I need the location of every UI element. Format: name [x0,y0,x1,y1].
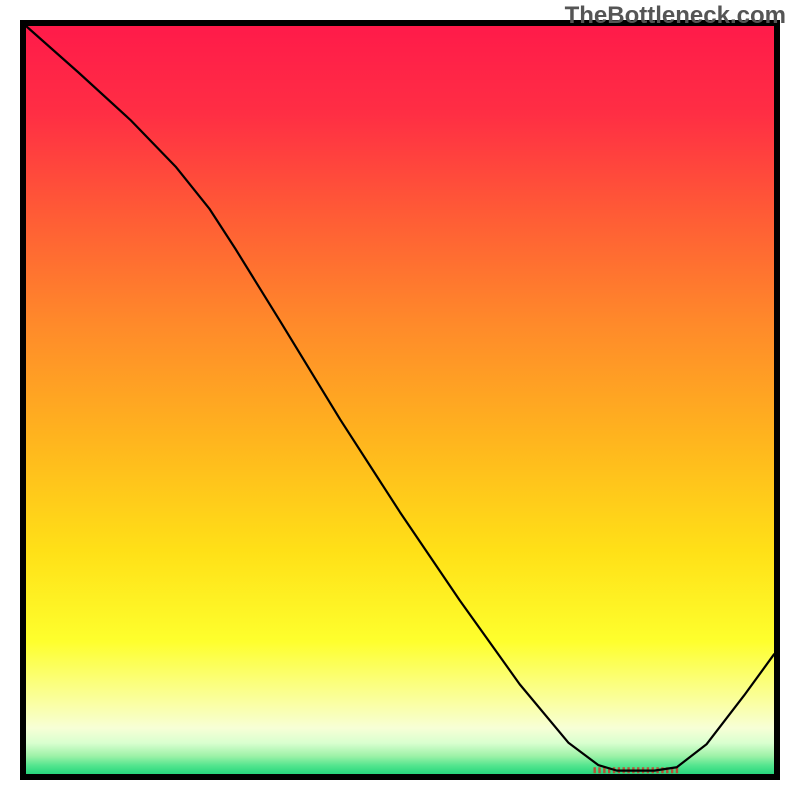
bottleneck-chart [0,0,800,800]
chart-background [23,23,777,777]
attribution-text: TheBottleneck.com [565,2,786,30]
